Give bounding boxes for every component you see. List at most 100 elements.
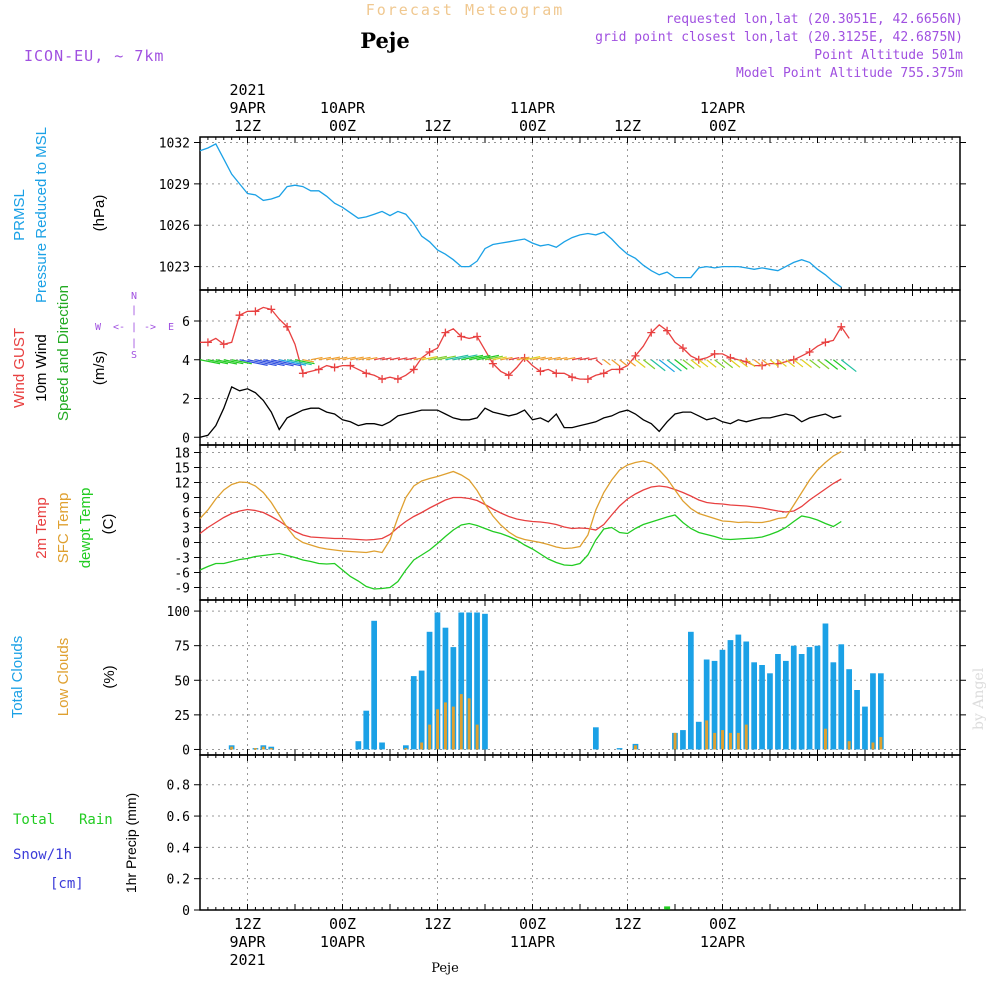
- total-clouds-bar: [593, 727, 599, 750]
- gust-marker: [504, 371, 513, 380]
- total-clouds-bar: [466, 612, 472, 750]
- total-clouds-bar: [371, 620, 377, 750]
- wind-direction-arrow: [714, 359, 726, 369]
- pressure-label-prmsl: PRMSL: [11, 189, 28, 241]
- wind-direction-arrow: [666, 359, 682, 372]
- wind-direction-arrow: [769, 359, 779, 367]
- low-clouds-bar: [261, 746, 265, 750]
- wind-direction-arrow: [445, 354, 469, 361]
- low-clouds-bar: [871, 742, 875, 750]
- y-tick-label: -3: [174, 552, 190, 567]
- clouds-label-total: Total Clouds: [9, 636, 26, 719]
- wind-direction-arrow: [469, 354, 491, 361]
- y-tick-label: 1029: [159, 178, 190, 193]
- wind-direction-arrow: [397, 357, 408, 361]
- total-clouds-bar: [775, 654, 781, 750]
- total-clouds-bar: [822, 623, 829, 750]
- wind-direction-arrow: [737, 359, 748, 368]
- wind-direction-arrow: [817, 359, 830, 370]
- wind-direction-arrow: [247, 359, 277, 367]
- gust-marker: [251, 307, 260, 316]
- time-label-bottom: 9APR: [229, 933, 266, 951]
- compass-e: E: [168, 322, 174, 333]
- gust-marker: [346, 361, 355, 370]
- time-label-top: 2021: [229, 81, 265, 99]
- gust-marker: [330, 363, 339, 372]
- total-clouds-bar: [616, 748, 623, 750]
- total-clouds-bar: [767, 673, 773, 750]
- total-clouds-bar: [418, 670, 425, 750]
- total-clouds-bar: [434, 612, 441, 750]
- panel-frame: [199, 444, 961, 601]
- total-clouds-bar: [355, 741, 362, 750]
- wind-direction-arrow: [271, 359, 302, 367]
- low-clouds-bar: [467, 698, 471, 750]
- wind-direction-arrow: [326, 356, 341, 361]
- y-tick-label: 0: [182, 743, 190, 758]
- wind-direction-arrow: [524, 356, 541, 361]
- y-tick-label: 100: [167, 605, 190, 620]
- gust-line: [200, 306, 850, 380]
- low-clouds-bar: [713, 732, 717, 750]
- gust-marker: [314, 365, 323, 374]
- wind-direction-arrow: [642, 359, 656, 370]
- wind-direction-arrow: [381, 357, 392, 361]
- gust-marker: [267, 305, 276, 314]
- time-label-top: 00Z: [329, 117, 356, 135]
- wind-direction-arrow: [595, 359, 603, 366]
- gust-marker: [488, 359, 497, 368]
- time-label-bottom: 00Z: [329, 915, 356, 933]
- wind-direction-arrow: [342, 356, 356, 361]
- requested-coords: requested lon,lat (20.3051E, 42.6656N): [666, 12, 963, 27]
- y-tick-label: 18: [174, 447, 190, 462]
- wind-direction-arrow: [421, 356, 438, 361]
- low-clouds-bar: [744, 724, 748, 750]
- wind-direction-arrow: [587, 357, 598, 361]
- grid-point-coords: grid point closest lon,lat (20.3125E, 42…: [595, 30, 963, 45]
- y-tick-label: 9: [182, 492, 190, 507]
- y-tick-label: 0.4: [167, 841, 191, 856]
- gust-marker: [283, 322, 292, 331]
- total-clouds-bar: [680, 730, 686, 750]
- y-tick-label: 0.8: [167, 779, 190, 794]
- gust-marker: [837, 322, 846, 331]
- total-clouds-bar: [751, 662, 757, 750]
- compass-bar: |: [131, 305, 137, 316]
- temp-unit: (C): [100, 514, 117, 535]
- low-clouds-bar: [451, 706, 455, 750]
- gust-marker: [710, 349, 719, 358]
- time-label-top: 00Z: [519, 117, 546, 135]
- clouds-label-low: Low Clouds: [55, 638, 72, 716]
- y-tick-label: 3: [182, 522, 190, 537]
- total-clouds-bar: [450, 647, 457, 750]
- total-clouds-bar: [403, 745, 409, 750]
- low-clouds-bar: [459, 694, 463, 750]
- wind-direction-arrow: [310, 356, 323, 361]
- y-tick-label: 15: [174, 462, 190, 477]
- gust-marker: [473, 332, 482, 341]
- total-clouds-bar: [703, 659, 710, 750]
- low-clouds-bar: [736, 732, 740, 750]
- wind-direction-arrow: [334, 356, 348, 361]
- low-clouds-bar: [673, 732, 677, 750]
- wind-direction-arrow: [745, 359, 756, 368]
- y-tick-label: 75: [174, 640, 190, 655]
- rain-bar: [664, 906, 671, 910]
- gust-marker: [805, 348, 814, 356]
- gust-marker: [203, 338, 212, 347]
- clouds-unit: (%): [101, 665, 118, 688]
- y-tick-label: 0: [182, 431, 190, 446]
- gust-marker: [726, 353, 735, 362]
- wind-direction-arrow: [540, 356, 553, 361]
- wind-direction-arrow: [405, 357, 417, 361]
- wind-direction-arrow: [690, 359, 702, 368]
- wind-direction-arrow: [476, 354, 500, 361]
- wind-direction-arrow: [231, 359, 252, 365]
- temp-label-2m: 2m Temp: [33, 497, 50, 558]
- total-clouds-bar: [878, 673, 884, 750]
- y-tick-label: 0: [182, 537, 190, 552]
- footer-location: Peje: [431, 961, 459, 976]
- low-clouds-bar: [404, 748, 408, 750]
- wind-direction-arrow: [682, 359, 695, 370]
- gust-marker: [821, 338, 830, 347]
